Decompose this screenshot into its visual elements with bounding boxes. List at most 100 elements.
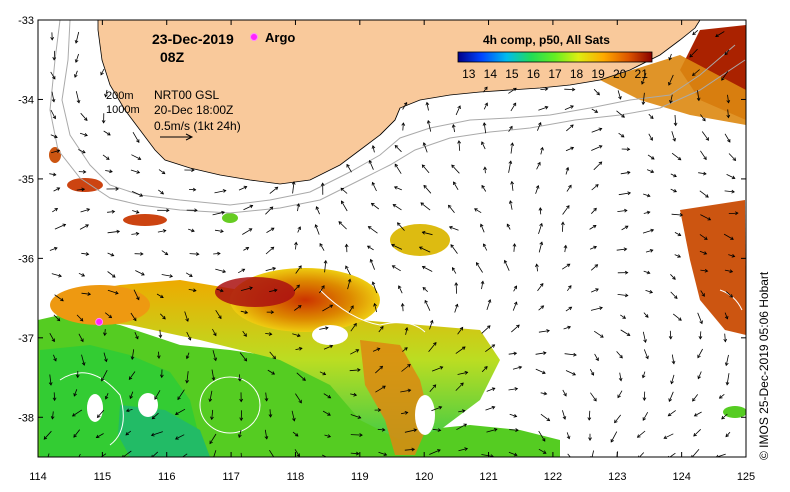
current-arrow-icon	[636, 430, 646, 438]
current-arrow-icon	[564, 352, 577, 357]
current-arrow-icon	[728, 211, 739, 216]
current-source: NRT00 GSL	[154, 88, 219, 102]
lon-tick-label: 118	[287, 471, 305, 483]
current-arrow-icon	[700, 268, 709, 273]
map-hour: 08Z	[160, 49, 185, 65]
current-arrow-icon	[421, 230, 433, 236]
current-arrow-icon	[540, 391, 548, 396]
current-arrow-icon	[589, 245, 598, 250]
current-arrow-icon	[503, 259, 510, 271]
current-arrow-icon	[74, 70, 78, 78]
current-arrow-icon	[565, 370, 577, 376]
current-arrow-icon	[540, 146, 544, 155]
lon-tick-label: 117	[222, 471, 240, 483]
current-arrow-icon	[237, 374, 242, 382]
current-arrow-icon	[130, 169, 141, 174]
current-arrow-icon	[724, 49, 730, 56]
current-arrow-icon	[643, 193, 651, 198]
current-arrow-icon	[104, 393, 109, 400]
current-arrow-icon	[618, 372, 623, 382]
current-arrow-icon	[125, 408, 133, 413]
lon-tick-label: 120	[415, 471, 433, 483]
current-arrow-icon	[102, 154, 110, 160]
colorbar-tick-label: 19	[591, 67, 605, 81]
current-arrow-icon	[535, 351, 547, 356]
current-arrow-icon	[265, 266, 277, 271]
current-arrow-icon	[240, 452, 242, 457]
current-arrow-icon	[618, 132, 625, 138]
credit-line: © IMOS 25-Dec-2019 05:06 Hobart	[757, 271, 771, 460]
colorbar-tick-label: 17	[548, 67, 562, 81]
current-arrow-icon	[429, 319, 434, 330]
current-arrow-icon	[242, 330, 247, 337]
current-arrow-icon	[540, 413, 551, 422]
current-arrow-icon	[264, 392, 269, 402]
current-arrow-icon	[401, 122, 406, 131]
current-arrow-icon	[566, 184, 572, 192]
current-arrow-icon	[291, 410, 296, 422]
scale-arrow-icon	[160, 133, 194, 141]
current-arrow-icon	[268, 409, 273, 418]
current-arrow-icon	[54, 223, 67, 230]
current-arrow-icon	[480, 223, 485, 233]
current-arrow-icon	[49, 172, 57, 177]
cloud-gap-4	[415, 395, 435, 435]
current-arrow-icon	[75, 370, 80, 379]
current-arrow-icon	[211, 369, 216, 381]
current-arrow-icon	[429, 449, 441, 455]
current-arrow-icon	[486, 428, 498, 433]
lat-tick-label: -38	[18, 412, 34, 424]
current-arrow-icon	[350, 392, 358, 397]
current-arrow-icon	[297, 226, 301, 233]
current-arrow-icon	[418, 246, 431, 253]
current-arrow-icon	[485, 344, 496, 353]
lon-tick-label: 116	[158, 471, 176, 483]
current-arrow-icon	[424, 299, 431, 311]
current-arrow-icon	[481, 325, 491, 334]
isobath-label-1000m: 1000m	[106, 104, 140, 116]
current-arrow-icon	[293, 284, 300, 292]
current-arrow-icon	[319, 243, 325, 251]
current-arrow-icon	[52, 50, 57, 61]
current-arrow-icon	[725, 291, 734, 298]
current-arrow-icon	[448, 204, 455, 214]
current-arrow-icon	[161, 274, 174, 278]
current-arrow-icon	[371, 145, 376, 153]
colorbar-tick-label: 14	[484, 67, 498, 81]
current-arrow-icon	[668, 391, 674, 403]
current-arrow-icon	[701, 131, 709, 141]
current-arrow-icon	[319, 285, 325, 294]
current-arrow-icon	[347, 278, 352, 290]
current-arrow-icon	[509, 413, 518, 418]
current-arrow-icon	[618, 191, 632, 196]
current-arrow-icon	[561, 263, 571, 270]
sst-warm-core	[215, 277, 295, 307]
current-arrow-icon	[617, 293, 629, 298]
current-arrow-icon	[209, 433, 217, 445]
current-arrow-icon	[699, 234, 708, 240]
current-arrow-icon	[591, 184, 599, 191]
current-arrow-icon	[538, 105, 549, 111]
current-arrow-icon	[671, 152, 682, 161]
current-arrow-icon	[366, 245, 374, 251]
current-arrow-icon	[483, 102, 488, 110]
current-arrow-icon	[565, 166, 570, 175]
current-arrow-icon	[266, 227, 275, 233]
current-arrow-icon	[345, 265, 351, 276]
current-arrow-icon	[212, 350, 218, 362]
current-arrow-icon	[647, 154, 655, 160]
current-arrow-icon	[621, 225, 629, 231]
current-arrow-icon	[643, 312, 649, 318]
current-arrow-icon	[591, 127, 603, 133]
current-arrow-icon	[368, 159, 374, 170]
current-arrow-icon	[73, 429, 81, 438]
current-arrow-icon	[348, 305, 354, 313]
current-arrow-icon	[510, 102, 517, 112]
current-arrow-icon	[724, 269, 734, 274]
current-arrow-icon	[50, 149, 61, 154]
current-arrow-icon	[214, 189, 227, 194]
current-arrow-icon	[506, 223, 511, 230]
current-arrow-icon	[53, 354, 57, 362]
current-arrow-icon	[238, 185, 248, 191]
